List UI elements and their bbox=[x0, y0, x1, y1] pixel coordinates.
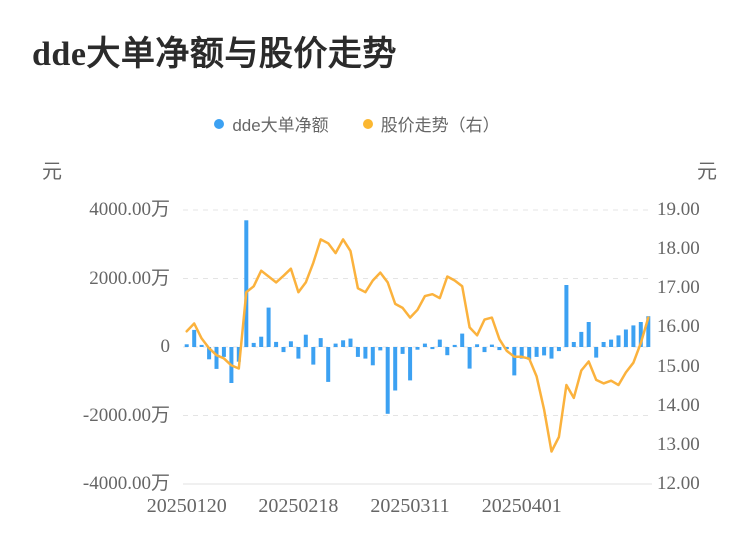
legend-label-dde-net: dde大单净额 bbox=[232, 116, 329, 135]
bar-dde-net bbox=[408, 347, 413, 381]
bar-dde-net bbox=[542, 347, 547, 356]
bar-dde-net bbox=[244, 220, 249, 347]
bar-dde-net bbox=[192, 329, 197, 347]
bar-dde-net bbox=[184, 344, 189, 347]
legend-dot-orange-icon bbox=[362, 118, 373, 129]
legend: dde大单净额 股价走势（右） bbox=[0, 111, 714, 136]
bar-dde-net bbox=[378, 347, 383, 351]
bar-dde-net bbox=[586, 322, 591, 347]
left-axis-tick-label: 4000.00万 bbox=[89, 199, 170, 220]
right-axis-tick-label: 19.00 bbox=[657, 199, 700, 220]
bar-dde-net bbox=[355, 347, 360, 357]
bar-dde-net bbox=[571, 342, 576, 347]
bar-dde-net bbox=[482, 347, 487, 353]
bar-dde-net bbox=[370, 347, 375, 366]
right-axis-tick-label: 16.00 bbox=[657, 316, 700, 338]
legend-item-dde-net: dde大单净额 bbox=[214, 111, 329, 136]
bar-dde-net bbox=[460, 333, 465, 347]
bar-dde-net bbox=[623, 329, 628, 347]
x-axis-tick-label: 20250401 bbox=[481, 495, 562, 517]
bar-dde-net bbox=[274, 341, 279, 347]
bar-dde-net bbox=[296, 347, 301, 359]
right-axis-tick-label: 15.00 bbox=[657, 355, 700, 377]
bar-dde-net bbox=[333, 343, 338, 347]
bar-dde-net bbox=[445, 347, 450, 356]
bar-dde-net bbox=[400, 347, 405, 354]
bar-dde-net bbox=[430, 347, 435, 350]
bar-dde-net bbox=[207, 347, 212, 360]
bar-dde-net bbox=[348, 338, 353, 347]
bar-dde-net bbox=[504, 347, 509, 350]
x-axis-tick-label: 20250120 bbox=[146, 495, 227, 517]
bar-dde-net bbox=[318, 338, 323, 347]
bar-dde-net bbox=[616, 335, 621, 347]
bar-dde-net bbox=[527, 347, 532, 360]
bar-dde-net bbox=[259, 336, 264, 347]
bar-dde-net bbox=[475, 344, 480, 347]
bar-dde-net bbox=[646, 316, 651, 347]
right-axis-tick-label: 14.00 bbox=[657, 394, 700, 416]
legend-item-price-trend: 股价走势（右） bbox=[362, 111, 500, 136]
bar-dde-net bbox=[363, 347, 368, 359]
left-axis-tick-label: -4000.00万 bbox=[82, 473, 170, 494]
bar-dde-net bbox=[288, 341, 293, 347]
bar-dde-net bbox=[236, 347, 241, 362]
bar-dde-net bbox=[489, 344, 494, 347]
bar-dde-net bbox=[519, 347, 524, 359]
left-axis-tick-label: 0 bbox=[160, 336, 171, 357]
bar-dde-net bbox=[341, 340, 346, 347]
right-axis-tick-label: 12.00 bbox=[657, 473, 700, 494]
x-axis-tick-label: 20250311 bbox=[370, 495, 450, 517]
legend-dot-blue-icon bbox=[214, 118, 225, 129]
bar-dde-net bbox=[303, 334, 308, 347]
bar-dde-net bbox=[199, 344, 204, 347]
bar-dde-net bbox=[549, 347, 554, 359]
bar-dde-net bbox=[556, 347, 561, 352]
bar-dde-net bbox=[452, 344, 457, 347]
bar-dde-net bbox=[534, 347, 539, 357]
chart-title: dde大单净额与股价走势 bbox=[32, 36, 397, 73]
bar-dde-net bbox=[385, 347, 390, 414]
bar-dde-net bbox=[326, 347, 331, 382]
right-axis-tick-label: 18.00 bbox=[657, 238, 700, 260]
bar-dde-net bbox=[609, 339, 614, 347]
right-axis-tick-label: 13.00 bbox=[657, 433, 700, 455]
line-price-trend bbox=[185, 238, 650, 453]
x-axis-tick-label: 20250218 bbox=[258, 495, 339, 517]
bar-dde-net bbox=[594, 347, 599, 358]
bar-dde-net bbox=[467, 347, 472, 369]
bar-dde-net bbox=[638, 322, 643, 347]
bar-dde-net bbox=[393, 347, 398, 391]
bar-dde-net bbox=[266, 307, 271, 347]
bar-dde-net bbox=[422, 343, 427, 347]
bar-dde-net bbox=[281, 347, 286, 353]
bar-dde-net bbox=[512, 347, 517, 376]
legend-label-price-trend: 股价走势（右） bbox=[380, 116, 500, 135]
bar-dde-net bbox=[579, 331, 584, 347]
bar-dde-net bbox=[631, 325, 636, 347]
bar-dde-net bbox=[415, 347, 420, 350]
bar-dde-net bbox=[311, 347, 316, 365]
right-axis-tick-label: 17.00 bbox=[657, 277, 700, 299]
bar-dde-net bbox=[221, 347, 226, 357]
bar-dde-net bbox=[437, 339, 442, 347]
bar-dde-net bbox=[497, 347, 502, 351]
bar-dde-net bbox=[601, 342, 606, 347]
bar-dde-net bbox=[564, 285, 569, 347]
right-axis-unit-label: 元 bbox=[697, 161, 717, 183]
bar-dde-net bbox=[214, 347, 219, 369]
left-axis-unit-label: 元 bbox=[42, 161, 62, 183]
bar-dde-net bbox=[251, 342, 256, 347]
left-axis-tick-label: 2000.00万 bbox=[89, 267, 170, 289]
left-axis-tick-label: -2000.00万 bbox=[82, 404, 170, 426]
